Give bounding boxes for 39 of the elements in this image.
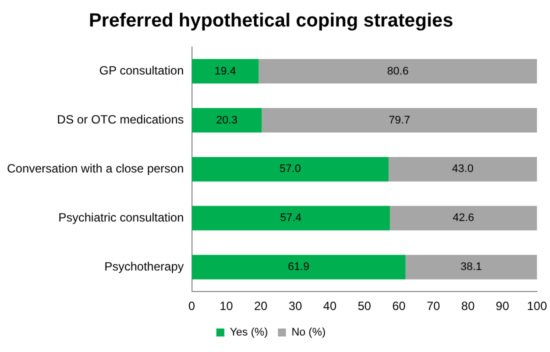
data-label: 79.7 xyxy=(388,114,410,126)
x-tick-label: 80 xyxy=(461,299,475,314)
x-tick-label: 30 xyxy=(288,299,302,314)
legend-label: Yes (%) xyxy=(230,326,268,339)
x-tick-label: 90 xyxy=(496,299,510,314)
data-label: 57.4 xyxy=(280,212,302,224)
x-tick-label: 40 xyxy=(323,299,337,314)
x-tick-label: 60 xyxy=(392,299,406,314)
data-label: 43.0 xyxy=(452,163,474,176)
x-tick-label: 0 xyxy=(188,299,196,314)
y-tick-label: Psychotherapy xyxy=(104,259,184,274)
legend-label: No (%) xyxy=(291,326,326,339)
x-tick-label: 20 xyxy=(254,299,268,314)
bar xyxy=(192,108,262,132)
y-tick-label: Psychiatric consultation xyxy=(58,210,184,224)
bar xyxy=(258,59,537,84)
data-label: 57.0 xyxy=(279,163,301,176)
x-tick-label: 100 xyxy=(526,299,548,314)
bar xyxy=(388,156,537,182)
bar xyxy=(192,156,389,182)
data-label: 61.9 xyxy=(288,261,310,274)
bar xyxy=(262,108,537,132)
bar xyxy=(192,206,390,230)
data-label: 19.4 xyxy=(214,65,236,78)
bar xyxy=(192,254,406,280)
x-tick-label: 70 xyxy=(426,299,440,314)
bar xyxy=(192,59,259,84)
bar xyxy=(390,206,537,230)
y-tick-label: DS or OTC medications xyxy=(57,112,184,127)
y-tick-label: GP consultation xyxy=(99,64,184,78)
bar xyxy=(405,254,537,280)
data-label: 20.3 xyxy=(216,114,238,126)
chart-title: Preferred hypothetical coping strategies xyxy=(88,10,454,32)
x-tick-label: 10 xyxy=(220,299,234,314)
data-label: 80.6 xyxy=(387,65,409,78)
y-tick-label: Conversation with a close person xyxy=(6,162,184,176)
data-label: 38.1 xyxy=(460,261,482,274)
data-label: 42.6 xyxy=(452,212,474,224)
x-tick-label: 50 xyxy=(358,299,372,314)
